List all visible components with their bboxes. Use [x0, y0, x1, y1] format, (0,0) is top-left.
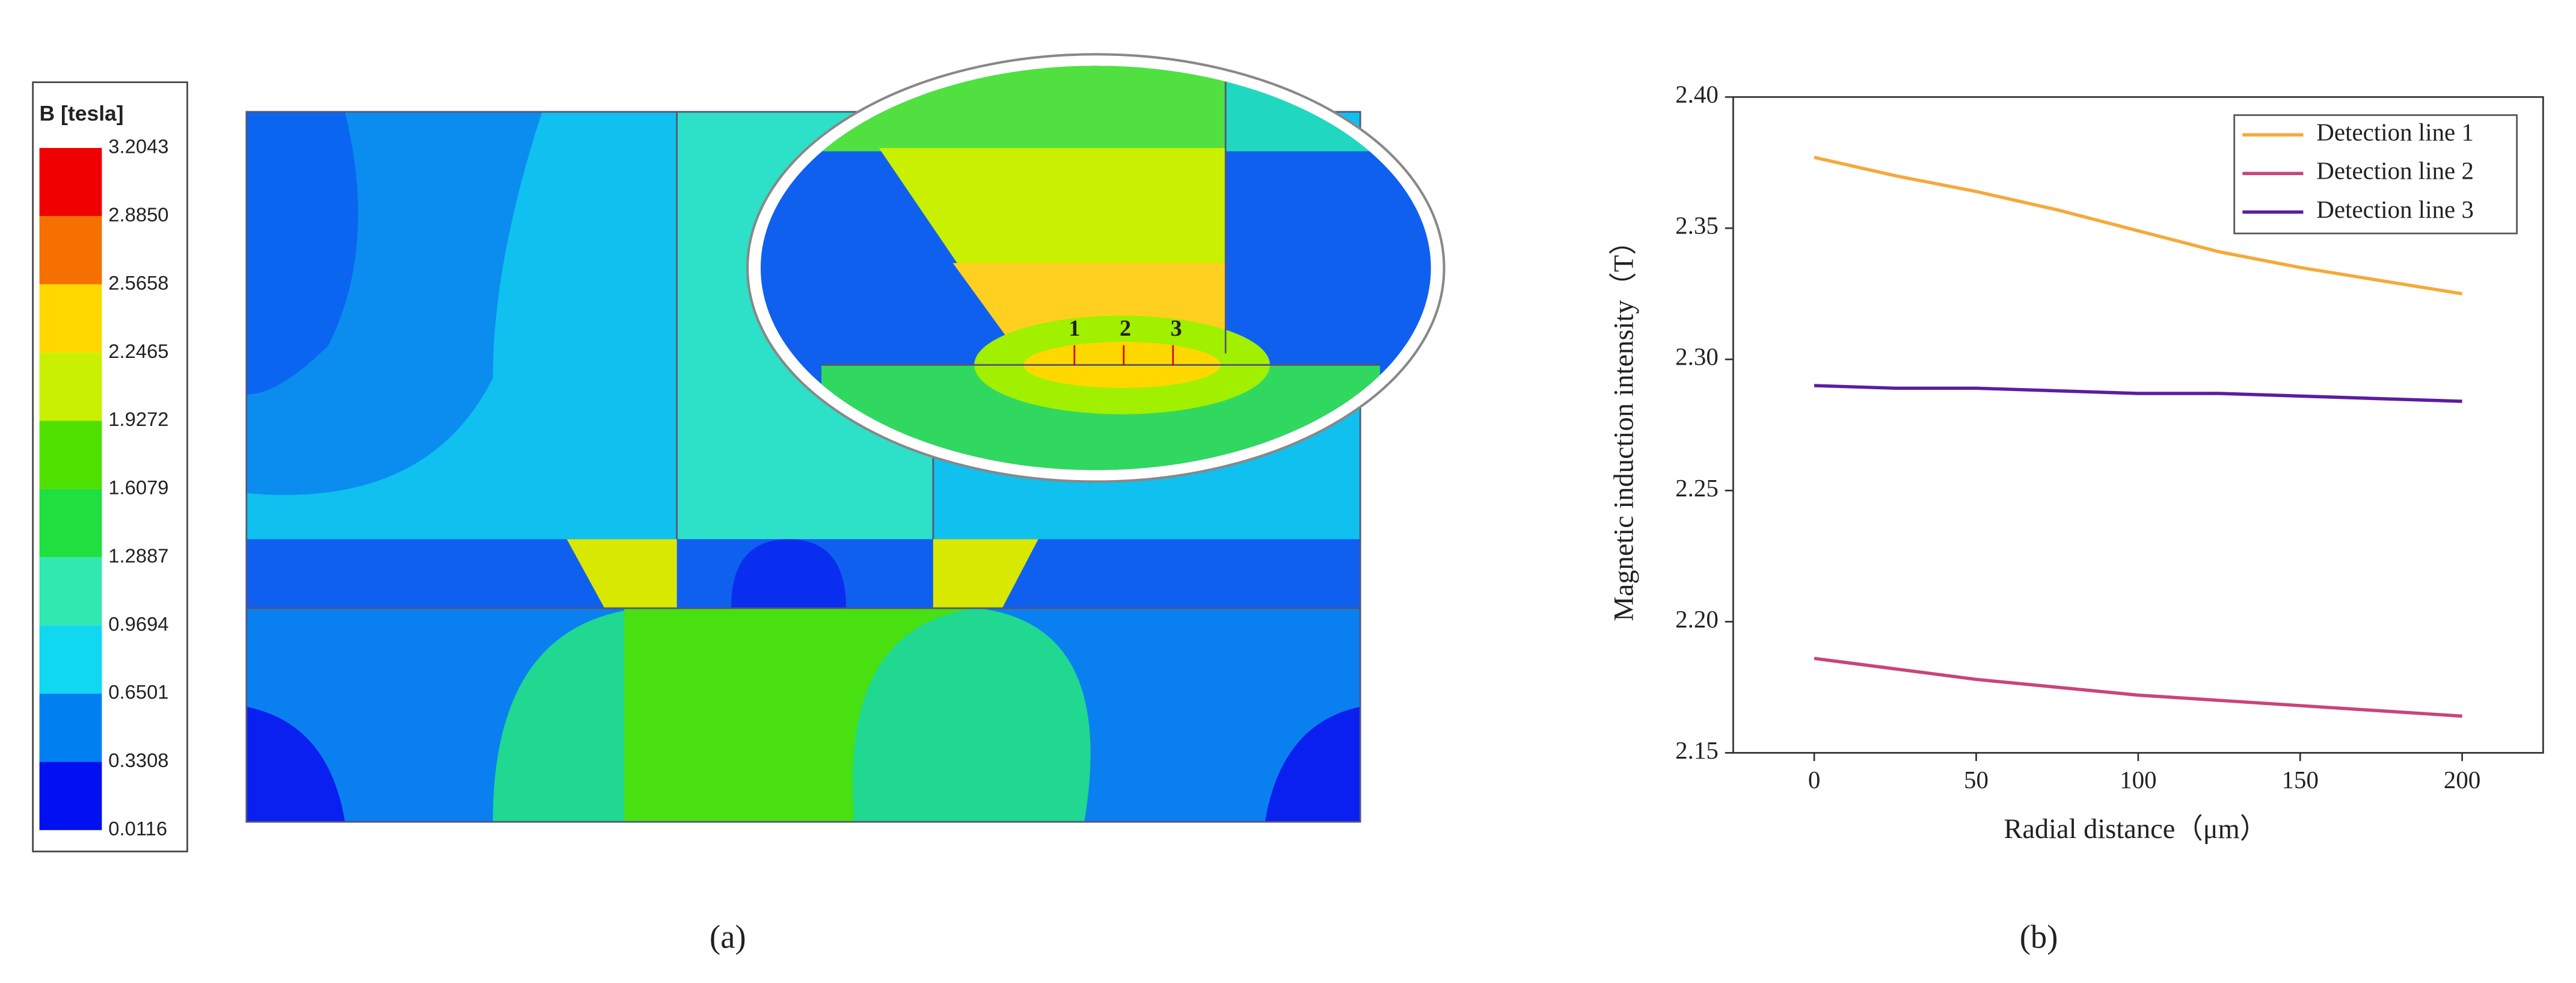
- colorbar-label: 3.2043: [108, 135, 168, 158]
- zoom-label: 3: [1171, 316, 1182, 341]
- colorbar-label: 0.0116: [108, 817, 167, 839]
- zoom-label: 1: [1069, 316, 1080, 341]
- legend-label: Detection line 1: [2316, 119, 2474, 146]
- caption: (a): [710, 918, 746, 955]
- colorbar-band: [39, 762, 102, 830]
- caption: (b): [2020, 918, 2058, 955]
- colorbar-band: [39, 625, 102, 694]
- y-tick-label: 2.40: [1675, 81, 1719, 108]
- colorbar-title: B [tesla]: [40, 102, 124, 126]
- colorbar-label: 2.5658: [108, 271, 168, 294]
- x-tick-label: 200: [2444, 766, 2480, 793]
- line-chart: Radial distance（μm） Magnetic induction i…: [1608, 81, 2544, 845]
- colorbar-label: 1.9272: [108, 408, 168, 430]
- colorbar-band: [39, 488, 102, 558]
- colorbar-label: 1.6079: [108, 476, 168, 499]
- colorbar: B [tesla] 3.2043 2.8850 2.5658 2.2465 1.9272…: [32, 81, 188, 852]
- colorbar-band: [39, 557, 102, 626]
- colorbar-band: [39, 284, 102, 353]
- y-tick-label: 2.15: [1675, 736, 1719, 764]
- colorbar-label: 0.9694: [108, 612, 168, 635]
- y-tick-label: 2.20: [1675, 605, 1719, 633]
- y-tick-label: 2.25: [1675, 474, 1719, 502]
- data-line: [1814, 155, 2463, 296]
- legend-label: Detection line 2: [2316, 157, 2474, 185]
- colorbar-label: 2.2465: [108, 340, 168, 362]
- x-tick-label: 100: [2120, 766, 2156, 793]
- colorbar-label: 2.8850: [108, 203, 168, 226]
- x-axis-label: Radial distance（μm）: [2004, 814, 2268, 845]
- colorbar-label: 1.2887: [108, 544, 168, 567]
- y-tick-label: 2.35: [1675, 212, 1719, 239]
- colorbar-label: 0.3308: [108, 749, 168, 771]
- x-tick-label: 150: [2282, 766, 2319, 793]
- y-axis-label: Magnetic induction intensity（T）: [1608, 227, 1639, 621]
- legend-label: Detection line 3: [2316, 196, 2474, 223]
- colorbar-band: [39, 147, 102, 217]
- colorbar-band: [39, 421, 102, 489]
- colorbar-band: [39, 353, 102, 421]
- y-tick-label: 2.30: [1675, 343, 1719, 371]
- data-line: [1814, 656, 2462, 718]
- colorbar-band: [39, 694, 102, 762]
- x-tick-label: 50: [1964, 766, 1989, 793]
- colorbar-label: 0.6501: [108, 681, 168, 703]
- data-line: [1814, 384, 2462, 403]
- x-tick-label: 0: [1808, 766, 1820, 793]
- zoom-label: 2: [1120, 316, 1131, 341]
- colorbar-band: [39, 216, 102, 285]
- field-plot: 1 2 3: [245, 53, 1446, 823]
